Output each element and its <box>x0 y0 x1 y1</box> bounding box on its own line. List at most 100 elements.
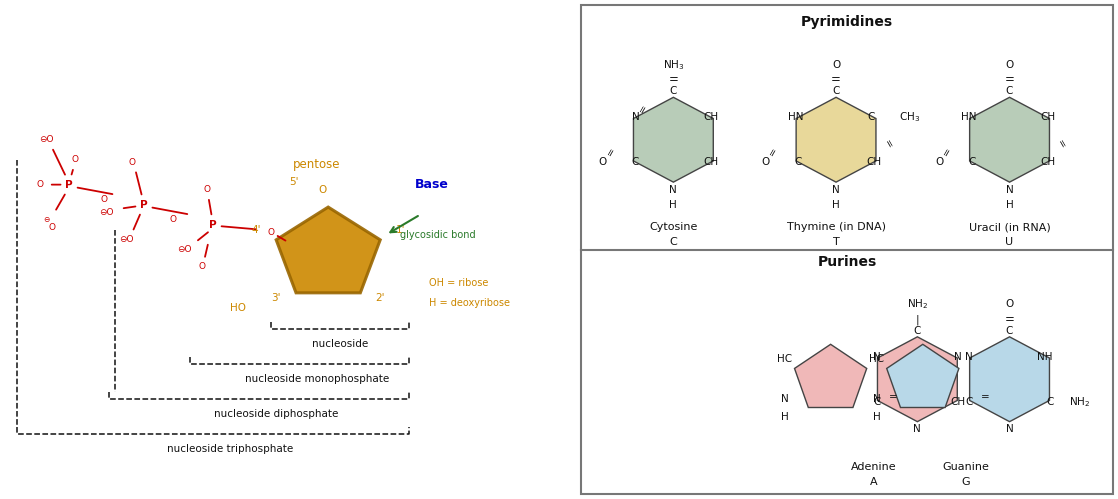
Text: CH: CH <box>866 157 882 167</box>
Text: U: U <box>1005 237 1014 247</box>
Text: P: P <box>209 220 217 230</box>
Text: CH: CH <box>703 157 719 167</box>
Text: 4': 4' <box>252 225 260 235</box>
Text: ⊖O: ⊖O <box>100 208 114 217</box>
Text: C: C <box>670 237 678 247</box>
Text: H: H <box>780 412 788 422</box>
Text: H: H <box>1006 200 1013 210</box>
Text: O: O <box>761 157 769 167</box>
Polygon shape <box>878 337 957 422</box>
Text: Base: Base <box>415 178 448 191</box>
Text: T: T <box>833 237 840 247</box>
Text: =: = <box>669 73 679 86</box>
Text: P: P <box>65 180 73 190</box>
Text: N: N <box>873 352 881 362</box>
Text: C: C <box>632 157 639 167</box>
Text: N: N <box>632 112 639 122</box>
Text: HN: HN <box>787 112 803 122</box>
Text: O: O <box>198 262 205 271</box>
Text: =: = <box>637 102 650 115</box>
Text: N: N <box>873 394 881 404</box>
Text: C: C <box>868 112 875 122</box>
Text: CH: CH <box>950 397 966 407</box>
Text: HN: HN <box>961 112 977 122</box>
Text: O: O <box>101 195 107 204</box>
Text: N: N <box>1006 424 1013 434</box>
Text: N: N <box>1006 185 1013 195</box>
Text: C: C <box>1046 397 1054 407</box>
Text: Adenine: Adenine <box>851 462 897 472</box>
Text: =: = <box>1054 138 1068 151</box>
Text: ⊖O: ⊖O <box>120 235 134 244</box>
Text: =: = <box>1005 313 1014 326</box>
Text: C: C <box>965 397 973 407</box>
Text: CH: CH <box>1040 157 1055 167</box>
Text: O: O <box>129 158 136 167</box>
Text: HO: HO <box>230 303 246 313</box>
Text: HC: HC <box>869 354 884 364</box>
Text: A: A <box>870 477 878 487</box>
Text: G: G <box>961 477 970 487</box>
Text: O: O <box>319 185 326 195</box>
Text: CH$_3$: CH$_3$ <box>899 110 920 124</box>
Text: C: C <box>913 326 921 336</box>
Text: NH: NH <box>1038 352 1052 362</box>
Polygon shape <box>969 337 1050 422</box>
Text: ⊖O: ⊖O <box>177 245 191 254</box>
Text: N: N <box>780 394 788 404</box>
Text: O: O <box>169 215 177 224</box>
Text: H: H <box>873 412 881 422</box>
Text: H: H <box>832 200 840 210</box>
Text: O: O <box>599 157 607 167</box>
Text: C: C <box>833 86 840 96</box>
Text: nucleoside: nucleoside <box>312 339 368 349</box>
Text: Guanine: Guanine <box>942 462 989 472</box>
Text: O: O <box>1005 299 1014 309</box>
Text: =: = <box>889 392 898 402</box>
Text: C: C <box>1006 326 1013 336</box>
Text: 1': 1' <box>396 225 405 235</box>
Polygon shape <box>969 97 1050 182</box>
Text: |: | <box>916 314 919 325</box>
Text: glycosidic bond: glycosidic bond <box>400 230 475 240</box>
Polygon shape <box>276 207 380 293</box>
Text: H = deoxyribose: H = deoxyribose <box>429 298 511 308</box>
Text: pentose: pentose <box>293 158 340 171</box>
Text: P: P <box>140 200 148 210</box>
Text: Uracil (in RNA): Uracil (in RNA) <box>968 222 1051 232</box>
Polygon shape <box>634 97 713 182</box>
Text: O: O <box>935 157 944 167</box>
Text: =: = <box>831 73 841 86</box>
Text: O: O <box>48 223 55 232</box>
Polygon shape <box>795 344 866 408</box>
Text: =: = <box>605 146 617 159</box>
Text: O: O <box>203 185 211 194</box>
Text: 3': 3' <box>272 293 281 303</box>
Text: N: N <box>670 185 678 195</box>
Text: C: C <box>873 397 880 407</box>
Text: NH$_3$: NH$_3$ <box>663 58 684 72</box>
Text: CH: CH <box>703 112 719 122</box>
Text: NH$_2$: NH$_2$ <box>907 297 928 311</box>
Text: C: C <box>968 157 975 167</box>
Text: C: C <box>795 157 802 167</box>
Text: =: = <box>940 146 954 159</box>
Text: Purines: Purines <box>817 255 877 269</box>
Text: N: N <box>965 352 973 362</box>
Text: =: = <box>881 138 894 151</box>
Text: O: O <box>1005 60 1014 70</box>
Text: HC: HC <box>777 354 792 364</box>
Text: ⊖: ⊖ <box>42 215 49 224</box>
Text: nucleoside diphosphate: nucleoside diphosphate <box>215 409 339 419</box>
Text: O: O <box>832 60 840 70</box>
Text: OH = ribose: OH = ribose <box>429 278 489 288</box>
Text: nucleoside monophosphate: nucleoside monophosphate <box>245 374 389 384</box>
Text: =: = <box>980 392 989 402</box>
Text: =: = <box>767 146 780 159</box>
Text: Thymine (in DNA): Thymine (in DNA) <box>787 222 885 232</box>
Text: Pyrimidines: Pyrimidines <box>800 15 893 29</box>
Text: 5': 5' <box>288 177 299 187</box>
Text: H: H <box>670 200 678 210</box>
Text: N: N <box>954 352 961 362</box>
Text: 2': 2' <box>376 293 386 303</box>
